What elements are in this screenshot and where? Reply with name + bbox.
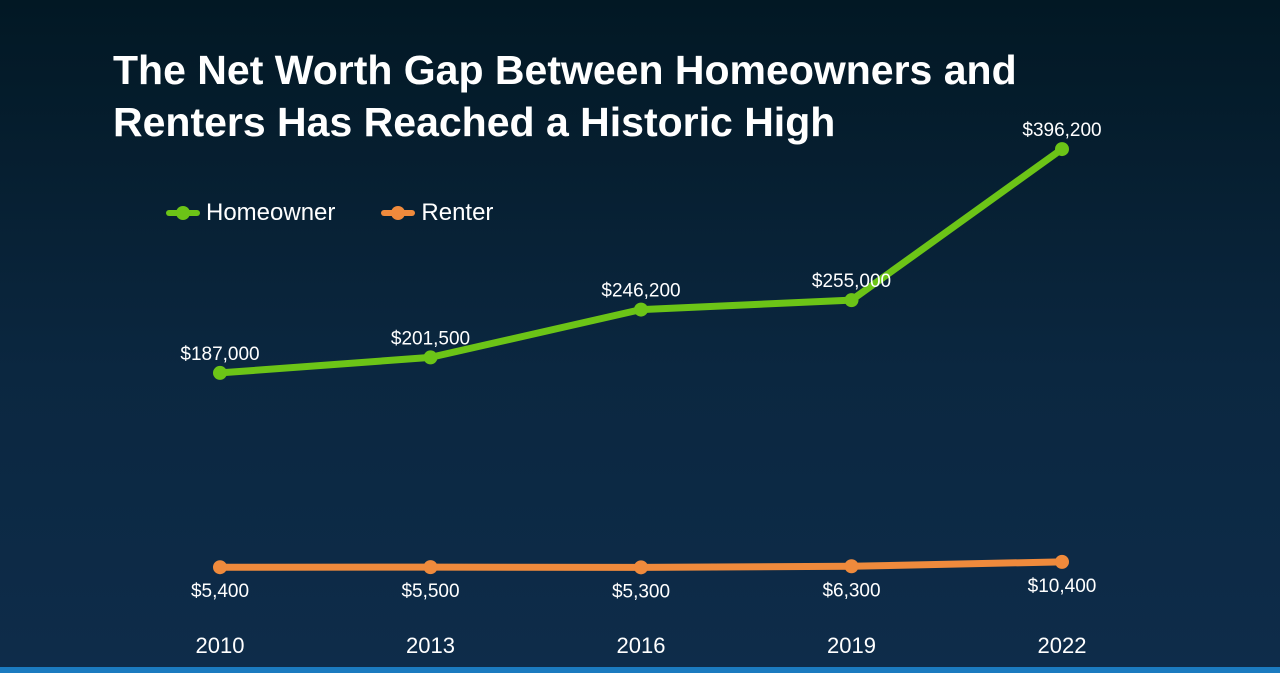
- legend-label-renter: Renter: [421, 199, 494, 226]
- data-label-renter-2010: $5,400: [191, 581, 249, 602]
- data-point-homeowner-2013: [423, 350, 438, 365]
- data-point-renter-2019: [844, 559, 859, 574]
- series-line-homeowner: [216, 145, 1066, 377]
- x-tick-label-2010: 2010: [196, 633, 245, 658]
- legend-marker-homeowner: [176, 206, 190, 220]
- chart-title-line-2: Renters Has Reached a Historic High: [113, 99, 836, 145]
- data-label-renter-2016: $5,300: [612, 581, 670, 602]
- legend-item-renter: Renter: [381, 199, 493, 227]
- data-point-homeowner-2010: [213, 365, 227, 380]
- bottom-accent-bar: [0, 667, 1280, 673]
- x-tick-label-2019: 2019: [827, 633, 876, 658]
- data-point-renter-2013: [423, 560, 438, 575]
- legend-swatch-renter: [381, 199, 416, 227]
- data-point-renter-2010: [213, 560, 227, 575]
- legend-item-homeowner: Homeowner: [166, 199, 335, 227]
- data-label-homeowner-2022: $396,200: [1022, 120, 1101, 141]
- chart-legend: Homeowner Renter: [166, 199, 539, 227]
- chart-title-line-1: The Net Worth Gap Between Homeowners and: [113, 47, 1017, 93]
- data-point-renter-2016: [634, 560, 648, 575]
- data-label-homeowner-2013: $201,500: [391, 328, 470, 349]
- chart-title: The Net Worth Gap Between Homeowners and…: [113, 44, 1113, 148]
- data-point-renter-2022: [1055, 554, 1069, 569]
- data-label-renter-2019: $6,300: [822, 580, 880, 601]
- x-tick-label-2016: 2016: [617, 633, 666, 658]
- data-label-renter-2022: $10,400: [1028, 576, 1097, 597]
- legend-marker-renter: [391, 206, 406, 220]
- data-point-homeowner-2022: [1055, 142, 1069, 157]
- x-tick-label-2013: 2013: [406, 633, 455, 658]
- data-label-renter-2013: $5,500: [401, 581, 459, 602]
- data-point-homeowner-2019: [844, 293, 859, 308]
- data-point-homeowner-2016: [634, 302, 648, 317]
- legend-label-homeowner: Homeowner: [206, 199, 336, 226]
- legend-swatch-homeowner: [166, 199, 200, 227]
- data-label-homeowner-2019: $255,000: [812, 271, 891, 292]
- x-tick-label-2022: 2022: [1038, 633, 1087, 658]
- data-label-homeowner-2016: $246,200: [601, 281, 680, 302]
- data-label-homeowner-2010: $187,000: [180, 344, 259, 365]
